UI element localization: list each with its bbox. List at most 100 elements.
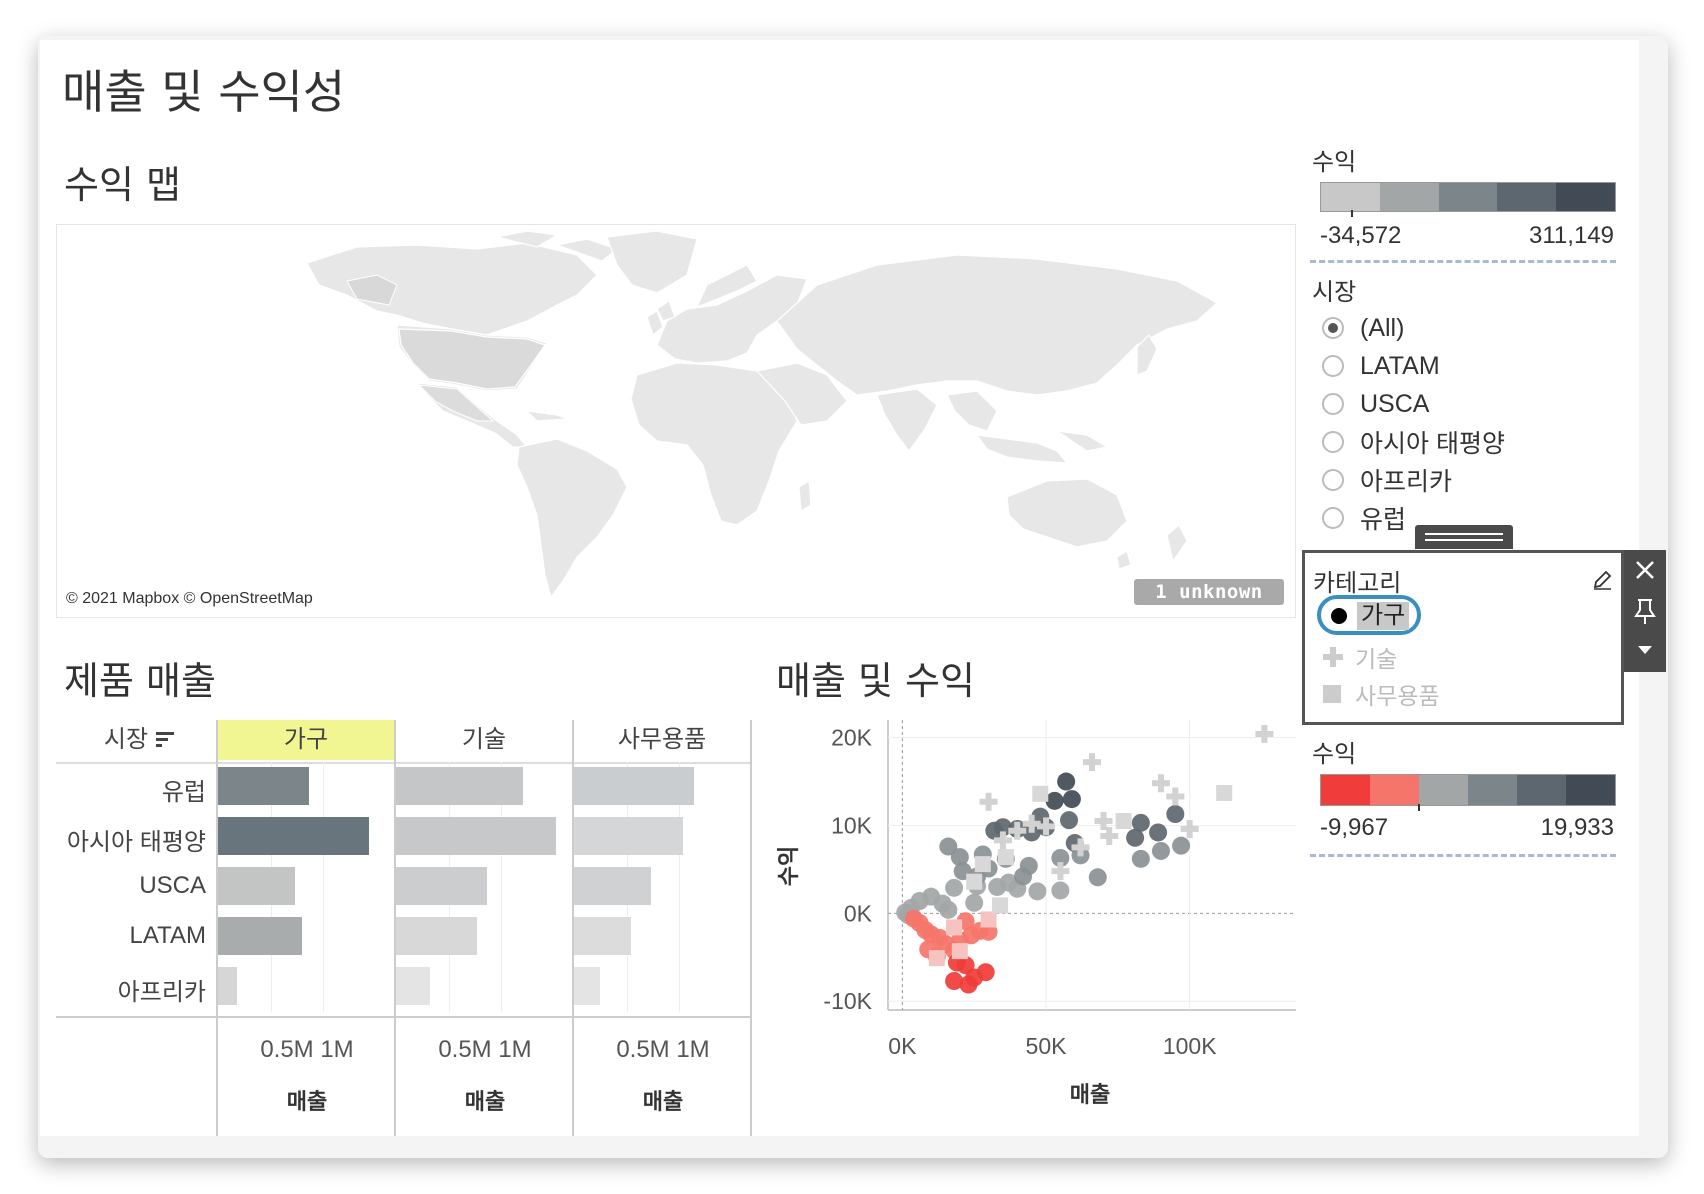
- profit-diverging-color-ramp[interactable]: [1320, 774, 1616, 806]
- square-icon: [1323, 685, 1341, 703]
- profit-color-ramp[interactable]: [1320, 182, 1616, 212]
- sales-bar[interactable]: [218, 867, 295, 905]
- scatter-point-square[interactable]: [966, 873, 983, 890]
- scatter-point-plus[interactable]: [1022, 814, 1041, 833]
- profit-map[interactable]: [56, 224, 1296, 618]
- scatter-point-circle[interactable]: [945, 972, 964, 990]
- scatter-point-plus[interactable]: [1083, 753, 1101, 772]
- market-option[interactable]: USCA: [1322, 386, 1429, 422]
- scatter-point-circle[interactable]: [1151, 841, 1170, 860]
- sales-bar[interactable]: [574, 817, 684, 855]
- scatter-point-circle[interactable]: [1019, 856, 1038, 875]
- scatter-point-plus[interactable]: [1100, 827, 1119, 845]
- sales-bar[interactable]: [574, 967, 601, 1005]
- sales-bar[interactable]: [396, 767, 524, 805]
- scatter-point-plus[interactable]: [1255, 725, 1274, 744]
- category-item-furniture[interactable]: 가구: [1317, 595, 1421, 635]
- scatter-point-square[interactable]: [928, 950, 945, 967]
- scatter-point-plus[interactable]: [1008, 821, 1027, 840]
- pin-icon[interactable]: [1624, 590, 1666, 630]
- scatter-point-circle[interactable]: [1057, 772, 1076, 791]
- scatter-point-plus[interactable]: [1071, 838, 1090, 857]
- scatter-point-square[interactable]: [1032, 785, 1049, 802]
- dropdown-icon[interactable]: [1624, 630, 1666, 670]
- scatter-point-circle[interactable]: [1131, 813, 1150, 832]
- scatter-point-circle[interactable]: [999, 873, 1018, 892]
- scatter-point-circle[interactable]: [965, 893, 984, 912]
- scatter-point-plus[interactable]: [1051, 862, 1070, 881]
- column-header[interactable]: 가구: [218, 720, 394, 760]
- scatter-point-circle[interactable]: [985, 821, 1004, 840]
- scatter-point-circle[interactable]: [950, 848, 969, 867]
- sales-bar[interactable]: [574, 867, 651, 905]
- radio-button[interactable]: [1322, 393, 1344, 415]
- sort-icon[interactable]: [156, 721, 176, 761]
- scatter-point-circle[interactable]: [1088, 868, 1107, 887]
- scatter-point-square[interactable]: [1115, 813, 1132, 830]
- scatter-point-circle[interactable]: [1131, 849, 1150, 868]
- scatter-point-circle[interactable]: [1166, 805, 1185, 824]
- radio-button[interactable]: [1322, 507, 1344, 529]
- row-header-market[interactable]: 시장: [80, 720, 200, 760]
- scatter-point-plus[interactable]: [1037, 817, 1056, 836]
- scatter-point-square[interactable]: [980, 911, 997, 928]
- y-tick-label: 0K: [844, 900, 873, 926]
- scatter-point-plus[interactable]: [1151, 774, 1170, 793]
- sales-bar[interactable]: [396, 867, 488, 905]
- market-option[interactable]: LATAM: [1322, 348, 1440, 384]
- category-item-technology[interactable]: 기술: [1323, 641, 1397, 673]
- market-option[interactable]: 아프리카: [1322, 462, 1452, 498]
- scatter-point-circle[interactable]: [959, 975, 978, 994]
- unknown-locations-badge[interactable]: 1 unknown: [1134, 579, 1284, 605]
- scatter-point-square[interactable]: [974, 856, 991, 873]
- market-option[interactable]: 아시아 태평양: [1322, 424, 1505, 460]
- legend-drag-grip[interactable]: [1415, 525, 1513, 549]
- scatter-point-plus[interactable]: [993, 831, 1012, 850]
- scatter-point-plus[interactable]: [1094, 812, 1113, 831]
- radio-button[interactable]: [1322, 317, 1344, 339]
- sales-bar[interactable]: [396, 817, 556, 855]
- map-attribution[interactable]: © 2021 Mapbox © OpenStreetMap: [66, 590, 313, 607]
- scatter-point-circle[interactable]: [1062, 790, 1081, 809]
- scatter-point-circle[interactable]: [976, 963, 995, 982]
- sales-bar[interactable]: [396, 917, 477, 955]
- scatter-point-square[interactable]: [997, 849, 1014, 866]
- scatter-point-square[interactable]: [946, 919, 963, 936]
- sales-bar[interactable]: [218, 917, 302, 955]
- scatter-point-circle[interactable]: [1045, 791, 1064, 810]
- scatter-point-circle[interactable]: [1051, 881, 1070, 900]
- sales-bar[interactable]: [218, 967, 237, 1005]
- category-item-office-supplies[interactable]: 사무용품: [1323, 678, 1440, 710]
- scatter-point-circle[interactable]: [1051, 848, 1070, 867]
- sales-bar[interactable]: [396, 967, 430, 1005]
- sales-bar[interactable]: [218, 767, 310, 805]
- scatter-point-circle[interactable]: [1172, 836, 1191, 855]
- market-option[interactable]: (All): [1322, 310, 1404, 346]
- scatter-point-circle[interactable]: [1028, 882, 1047, 901]
- scatter-point-circle[interactable]: [1060, 811, 1079, 830]
- sales-bar[interactable]: [218, 817, 370, 855]
- category-legend[interactable]: 카테고리 가구 기술 사무용품: [1302, 550, 1624, 725]
- column-header[interactable]: 사무용품: [617, 726, 707, 753]
- scatter-point-circle[interactable]: [945, 878, 964, 897]
- column-header[interactable]: 기술: [461, 726, 507, 753]
- radio-button[interactable]: [1322, 469, 1344, 491]
- radio-button[interactable]: [1322, 431, 1344, 453]
- scatter-point-square[interactable]: [951, 943, 968, 960]
- sales-bar[interactable]: [574, 767, 694, 805]
- scatter-point-circle[interactable]: [939, 837, 958, 856]
- close-icon[interactable]: [1624, 550, 1666, 590]
- scatter-point-circle[interactable]: [1149, 823, 1168, 842]
- pencil-icon[interactable]: [1591, 569, 1613, 591]
- scatter-point-circle[interactable]: [939, 900, 958, 919]
- scatter-point-plus[interactable]: [1166, 787, 1185, 806]
- radio-button[interactable]: [1322, 355, 1344, 377]
- scatter-point-square[interactable]: [992, 897, 1009, 914]
- market-option[interactable]: 유럽: [1322, 500, 1406, 536]
- scatter-point-circle[interactable]: [1126, 828, 1145, 847]
- scatter-point-plus[interactable]: [979, 792, 998, 811]
- sales-bar[interactable]: [574, 917, 631, 955]
- scatter-point-plus[interactable]: [1180, 819, 1199, 838]
- scatter-point-square[interactable]: [1216, 784, 1233, 801]
